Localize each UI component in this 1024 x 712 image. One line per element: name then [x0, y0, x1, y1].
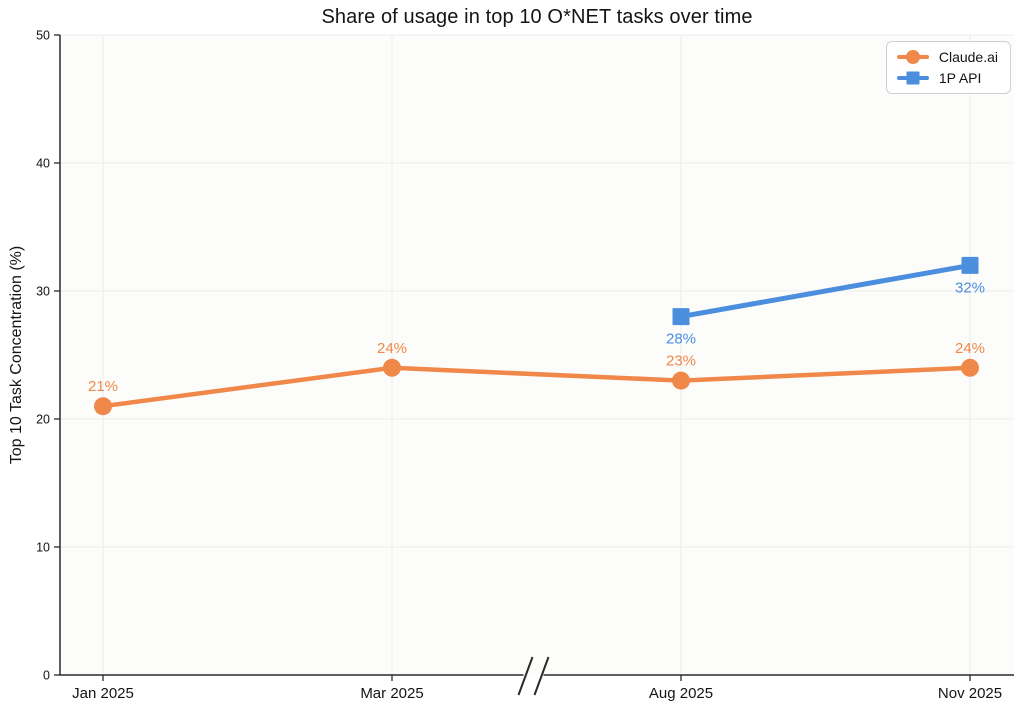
- x-tick-label: Nov 2025: [938, 685, 1002, 702]
- plot-background: [60, 35, 1014, 675]
- x-tick-label: Jan 2025: [72, 685, 134, 702]
- legend: Claude.ai 1P API: [885, 41, 1011, 94]
- legend-label-1p-api: 1P API: [938, 70, 982, 86]
- chart-title: Share of usage in top 10 O*NET tasks ove…: [321, 6, 753, 28]
- data-label-claude-ai: 24%: [377, 340, 407, 357]
- x-tick-label: Aug 2025: [649, 685, 713, 702]
- axis-break-icon: [533, 656, 550, 696]
- data-point-1p-api: [961, 256, 979, 274]
- legend-item-1p-api: 1P API: [896, 70, 998, 86]
- data-point-claude-ai: [961, 358, 979, 377]
- axis-break-icon: [517, 656, 534, 696]
- data-point-claude-ai: [94, 397, 112, 416]
- y-tick-label: 50: [36, 29, 50, 43]
- data-point-claude-ai: [672, 371, 690, 390]
- data-point-claude-ai: [383, 358, 401, 377]
- y-tick-label: 20: [36, 413, 50, 427]
- legend-square-marker-icon: [896, 71, 929, 85]
- legend-circle-marker-icon: [896, 50, 929, 64]
- data-point-1p-api: [672, 308, 690, 326]
- y-tick-label: 0: [43, 669, 50, 683]
- data-label-1p-api: 32%: [955, 279, 985, 296]
- y-tick-label: 30: [36, 285, 50, 299]
- data-label-claude-ai: 23%: [666, 353, 696, 370]
- y-tick-label: 40: [36, 157, 50, 171]
- data-label-1p-api: 28%: [666, 331, 696, 348]
- y-tick-label: 10: [36, 541, 50, 555]
- series-line-1p-api: [678, 262, 973, 320]
- legend-label-claude-ai: Claude.ai: [938, 49, 998, 65]
- x-tick-label: Mar 2025: [360, 685, 423, 702]
- legend-item-claude-ai: Claude.ai: [896, 49, 998, 65]
- series-line-claude-ai: [100, 365, 973, 409]
- data-label-claude-ai: 21%: [88, 378, 118, 395]
- data-label-claude-ai: 24%: [955, 340, 985, 357]
